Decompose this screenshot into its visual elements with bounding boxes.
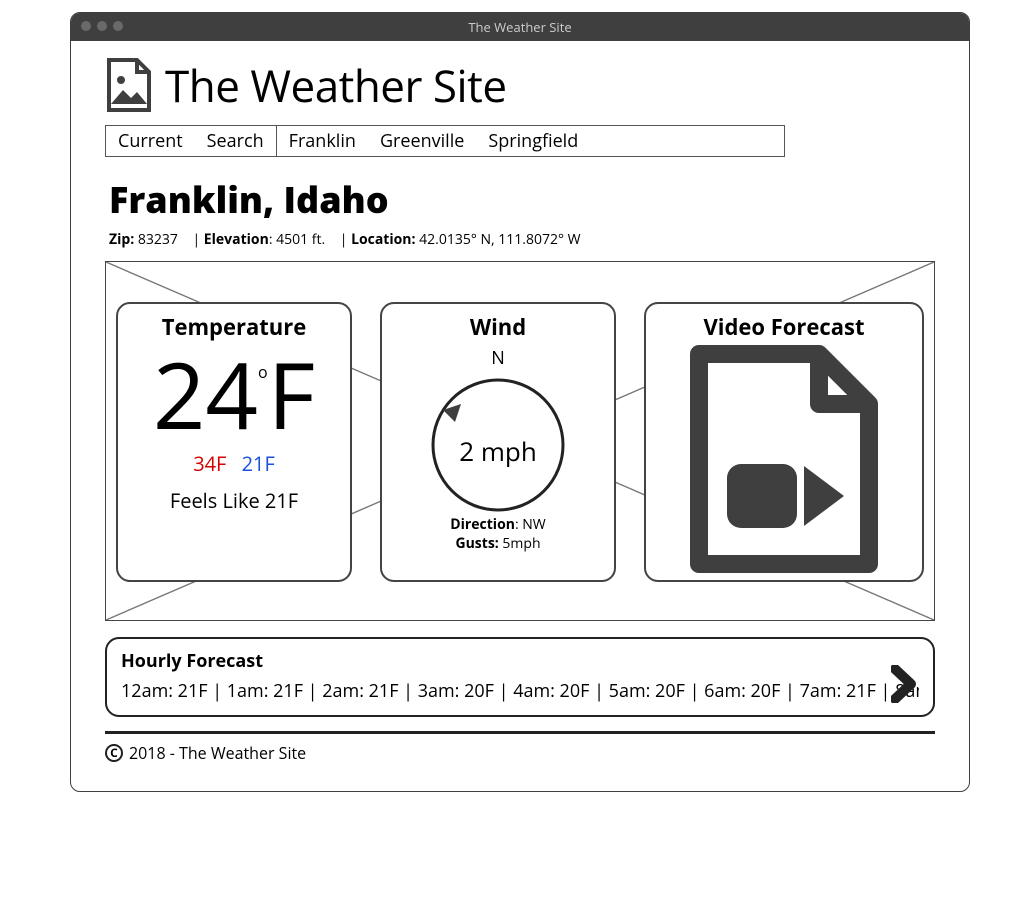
- footer-text: 2018 - The Weather Site: [129, 742, 306, 764]
- degree-symbol: o: [258, 364, 268, 380]
- close-dot[interactable]: [81, 21, 91, 31]
- elev-label: Elevation: [204, 230, 269, 249]
- nav-springfield[interactable]: Springfield: [476, 126, 590, 156]
- loc-label: Location:: [351, 230, 415, 249]
- wind-heading: Wind: [382, 312, 614, 342]
- elev-value: 4501 ft.: [276, 230, 325, 249]
- footer: C 2018 - The Weather Site: [105, 742, 935, 764]
- hourly-heading: Hourly Forecast: [121, 649, 919, 673]
- temp-lo: 21F: [242, 450, 275, 477]
- temp-hi: 34F: [193, 450, 226, 477]
- footer-divider: [105, 731, 935, 734]
- coords-value: 42.0135° N, 111.8072° W: [419, 230, 580, 249]
- image-file-icon: [105, 58, 153, 112]
- video-file-icon: [679, 344, 889, 574]
- video-forecast-card[interactable]: Video Forecast: [644, 302, 924, 582]
- page: The Weather Site Current Search Franklin…: [71, 41, 969, 784]
- wind-dir: NW: [522, 515, 545, 534]
- hourly-row: 12am: 21F | 1am: 21F | 2am: 21F | 3am: 2…: [121, 679, 919, 703]
- nav-greenville[interactable]: Greenville: [368, 126, 476, 156]
- traffic-lights[interactable]: [81, 21, 123, 31]
- chevron-right-icon[interactable]: [891, 665, 919, 703]
- feels-like: Feels Like 21F: [118, 487, 350, 514]
- window-title: The Weather Site: [468, 18, 571, 36]
- brand: The Weather Site: [105, 55, 935, 115]
- copyright-icon: C: [105, 744, 123, 762]
- location-meta: Zip: 83237 | Elevation: 4501 ft. | Locat…: [109, 230, 935, 249]
- feels-label: Feels Like: [170, 487, 260, 514]
- zip-value: 83237: [138, 230, 178, 249]
- feels-value: 21F: [265, 487, 298, 514]
- hero-panel: Temperature 24 o F 34F 21F Feels Like 21…: [105, 261, 935, 621]
- temp-number: 24: [153, 348, 258, 440]
- nav-bar: Current Search Franklin Greenville Sprin…: [105, 125, 785, 157]
- wind-meta: Direction: NW Gusts: 5mph: [382, 515, 614, 553]
- site-title: The Weather Site: [165, 55, 507, 115]
- zip-label: Zip:: [109, 230, 134, 249]
- location-header: Franklin, Idaho Zip: 83237 | Elevation: …: [109, 175, 935, 249]
- wind-card: Wind N 2 mph Direction: NW Gusts: 5mph: [380, 302, 616, 582]
- temp-unit: F: [268, 348, 315, 440]
- wind-gusts-label: Gusts:: [455, 534, 498, 553]
- nav-franklin[interactable]: Franklin: [277, 126, 368, 156]
- min-dot[interactable]: [97, 21, 107, 31]
- max-dot[interactable]: [113, 21, 123, 31]
- wind-gusts: 5mph: [502, 534, 540, 553]
- wind-speed: 2 mph: [382, 433, 614, 469]
- temperature-value: 24 o F: [153, 348, 315, 440]
- hourly-forecast[interactable]: Hourly Forecast 12am: 21F | 1am: 21F | 2…: [105, 637, 935, 717]
- nav-search[interactable]: Search: [195, 126, 277, 156]
- nav-current[interactable]: Current: [106, 126, 195, 156]
- compass-n-label: N: [382, 346, 614, 370]
- location-title: Franklin, Idaho: [109, 175, 935, 224]
- app-window: The Weather Site The Weather Site Curren…: [70, 12, 970, 792]
- window-titlebar: The Weather Site: [71, 13, 969, 41]
- temperature-card: Temperature 24 o F 34F 21F Feels Like 21…: [116, 302, 352, 582]
- wind-dir-label: Direction: [450, 515, 515, 534]
- video-heading: Video Forecast: [646, 312, 922, 342]
